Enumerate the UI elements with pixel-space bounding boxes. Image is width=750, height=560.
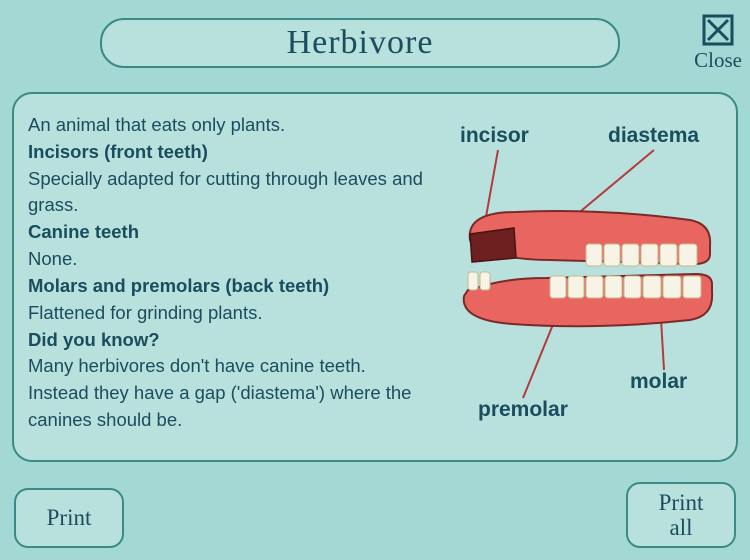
page-title: Herbivore — [287, 24, 434, 62]
teeth-illustration — [428, 112, 728, 452]
title-bar: Herbivore — [100, 18, 620, 68]
section-text: Flattened for grinding plants. — [28, 300, 428, 327]
section-text: Many herbivores don't have canine teeth.… — [28, 353, 428, 433]
text-column: An animal that eats only plants. Incisor… — [28, 112, 428, 442]
section-heading: Did you know? — [28, 327, 428, 354]
print-button-label: Print — [47, 505, 92, 530]
close-button[interactable]: Close — [694, 14, 742, 73]
print-all-button-label: Print all — [659, 490, 704, 541]
close-label: Close — [694, 48, 742, 73]
close-icon — [702, 14, 734, 46]
print-all-button[interactable]: Print all — [626, 482, 736, 548]
section-heading: Molars and premolars (back teeth) — [28, 273, 428, 300]
section-heading: Incisors (front teeth) — [28, 139, 428, 166]
section-text: None. — [28, 246, 428, 273]
diagram: incisor diastema premolar molar — [428, 112, 718, 442]
section-heading: Canine teeth — [28, 219, 428, 246]
print-button[interactable]: Print — [14, 488, 124, 548]
section-text: Specially adapted for cutting through le… — [28, 166, 428, 220]
content-panel: An animal that eats only plants. Incisor… — [12, 92, 738, 462]
intro-text: An animal that eats only plants. — [28, 112, 428, 139]
